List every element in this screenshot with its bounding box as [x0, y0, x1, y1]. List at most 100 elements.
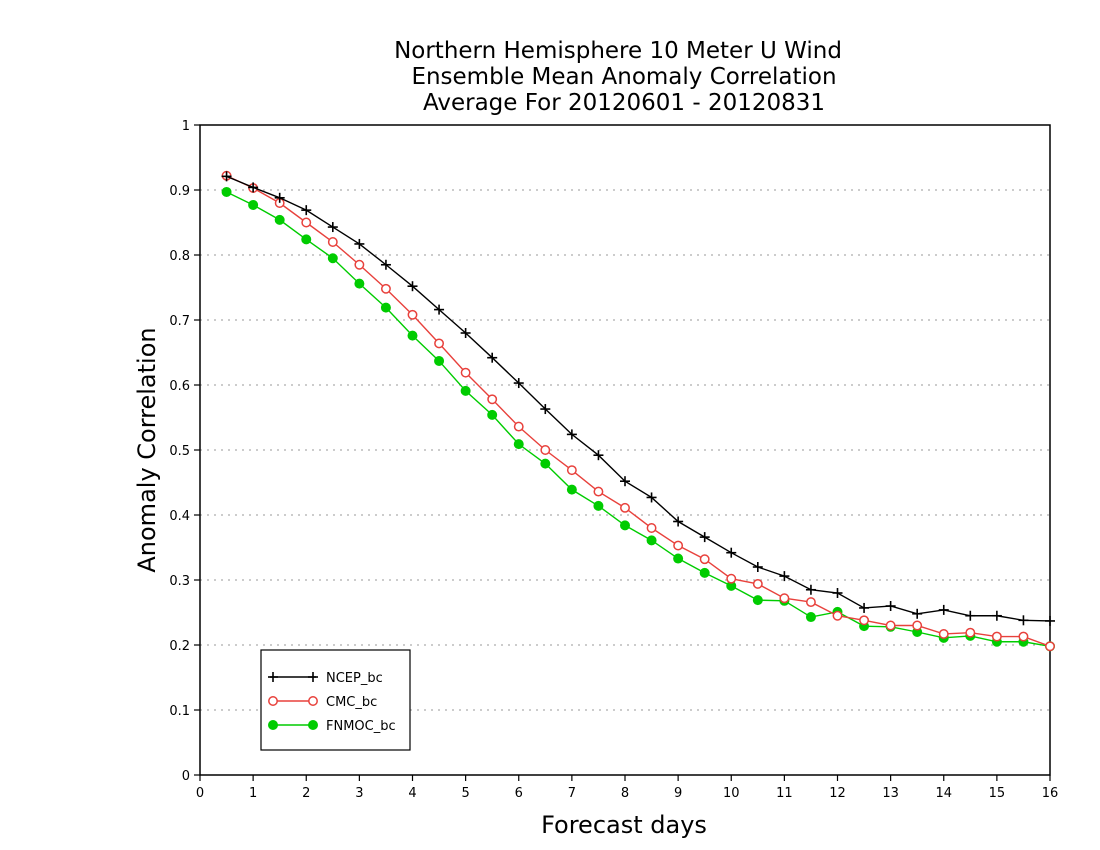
data-point [221, 171, 232, 182]
data-point [699, 532, 710, 543]
series-line [226, 175, 1051, 647]
data-point [513, 378, 524, 389]
legend-label: NCEP_bc [326, 671, 383, 686]
data-point [380, 302, 391, 313]
data-point [540, 458, 551, 469]
data-point [1018, 615, 1029, 626]
title-line-3: Average For 20120601 - 20120831 [423, 90, 825, 116]
x-tick-label: 10 [723, 786, 740, 801]
data-point [301, 234, 312, 245]
data-point [646, 492, 657, 503]
title-line-1: Northern Hemisphere 10 Meter U Wind [394, 38, 842, 64]
data-point [965, 610, 976, 621]
gridlines [200, 189, 1050, 711]
data-point [938, 629, 949, 639]
data-point [885, 601, 896, 611]
data-point [487, 352, 498, 363]
data-point [407, 281, 418, 292]
data-point [752, 595, 763, 606]
data-point [274, 192, 285, 203]
legend-entry: FNMOC_bc [268, 719, 396, 734]
y-tick-label: 0.3 [169, 574, 190, 589]
legend-marker [308, 672, 318, 682]
legend-marker [268, 672, 278, 682]
x-tick-label: 2 [302, 786, 310, 801]
data-point [301, 217, 312, 228]
data-point [965, 627, 976, 638]
data-point [673, 553, 684, 564]
title-line-2: Ensemble Mean Anomaly Correlation [411, 64, 836, 90]
data-point [301, 205, 312, 216]
data-point [673, 516, 684, 527]
data-point [726, 547, 737, 558]
data-point [487, 409, 498, 420]
data-point [274, 214, 285, 225]
data-point [540, 445, 551, 455]
data-point [1045, 641, 1055, 652]
data-point [407, 330, 418, 341]
legend-marker [308, 720, 318, 730]
data-point [912, 608, 923, 619]
data-point [248, 182, 259, 193]
x-tick-label: 11 [776, 786, 793, 801]
data-point [912, 620, 923, 631]
data-point [434, 338, 445, 349]
data-point [699, 554, 710, 565]
series-line [226, 175, 1051, 622]
legend-box [260, 649, 411, 751]
data-point [805, 584, 816, 595]
data-point [620, 520, 630, 531]
legend-marker [268, 720, 278, 730]
series-line [226, 191, 1051, 647]
x-tick-label: 14 [935, 786, 952, 801]
data-point [460, 367, 471, 378]
x-tick-label: 3 [355, 786, 363, 801]
y-tick-label: 0 [182, 769, 190, 784]
data-point [460, 328, 471, 338]
data-point [779, 593, 790, 604]
x-tick-label: 15 [989, 786, 1006, 801]
legend-entry: NCEP_bc [268, 671, 383, 686]
data-point [354, 278, 365, 289]
x-tick-label: 7 [568, 786, 576, 801]
x-tick-label: 16 [1042, 786, 1059, 801]
data-point [646, 535, 657, 546]
x-tick-label: 1 [249, 786, 257, 801]
y-tick-label: 0.2 [169, 639, 190, 654]
x-axis-label: Forecast days [541, 811, 707, 839]
data-point [1018, 631, 1029, 642]
data-point [513, 421, 524, 432]
data-point [938, 604, 949, 615]
data-point [248, 199, 259, 210]
chart-title: Northern Hemisphere 10 Meter U Wind Ense… [394, 38, 842, 116]
data-point [1045, 615, 1055, 626]
data-point [566, 429, 577, 440]
y-tick-label: 1 [182, 119, 190, 134]
legend-entry: CMC_bc [268, 695, 377, 710]
x-tick-label: 6 [515, 786, 523, 801]
x-tick-label: 13 [882, 786, 899, 801]
x-tick-label: 12 [829, 786, 846, 801]
data-point [859, 615, 870, 626]
data-point [487, 394, 498, 405]
data-point [566, 465, 577, 476]
data-point [327, 253, 338, 264]
data-point [434, 304, 445, 315]
y-tick-label: 0.5 [169, 444, 190, 459]
y-tick-label: 0.1 [169, 704, 190, 719]
axis-ticks: 00.10.20.30.40.50.60.70.80.910 1 2 3 4 5 6 7 8 9 1… [169, 119, 1058, 801]
x-tick-label: 0 [196, 786, 204, 801]
data-point [885, 620, 896, 631]
series-ncep-bc [221, 171, 1055, 626]
data-point [620, 476, 630, 487]
series-fnmoc-bc [221, 186, 1055, 652]
data-point [805, 612, 816, 623]
data-point [460, 385, 471, 396]
y-tick-label: 0.6 [169, 379, 190, 394]
data-point [726, 573, 737, 584]
data-point [407, 309, 418, 320]
legend-marker [268, 696, 278, 706]
data-point [752, 578, 763, 589]
x-tick-label: 4 [408, 786, 416, 801]
